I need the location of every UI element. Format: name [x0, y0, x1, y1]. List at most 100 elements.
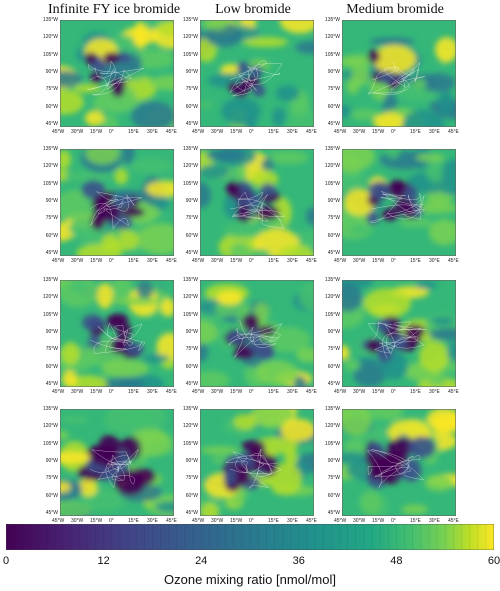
lon-tick-label: 45°E	[166, 258, 177, 264]
lon-tick-label: 30°E	[287, 129, 298, 135]
lat-tick-label: 60°W	[327, 492, 340, 499]
lon-tick-label: 30°E	[429, 389, 440, 395]
lat-tick-label: 105°W	[182, 440, 198, 447]
lon-tick-label: 45°W	[52, 129, 65, 135]
lat-tick-label: 135°W	[42, 146, 58, 152]
lon-tick-label: 0°	[249, 258, 254, 264]
lat-tick-label: 45°W	[45, 510, 58, 516]
lon-tick-label: 15°W	[90, 258, 103, 264]
lon-tick-label: 45°E	[166, 129, 177, 135]
lon-tick-label: 30°E	[147, 518, 158, 524]
lon-tick-label: 15°E	[410, 389, 421, 395]
lat-tick-label: 120°W	[324, 423, 340, 430]
lon-tick-label: 45°E	[448, 258, 459, 264]
column-title-2: Low bromide	[215, 2, 291, 17]
lon-tick-label: 45°E	[306, 129, 317, 135]
lon-tick-label: 15°E	[128, 129, 139, 135]
map-panel	[200, 149, 314, 256]
lat-tick-label: 135°W	[324, 406, 340, 412]
lon-tick-label: 30°W	[211, 129, 224, 135]
lon-tick-label: 30°W	[353, 129, 366, 135]
lat-tick-label: 75°W	[45, 346, 58, 353]
lat-tick-label: 90°W	[185, 329, 198, 335]
lon-tick-label: 15°W	[90, 518, 103, 524]
lon-tick-label: 0°	[391, 258, 396, 264]
column-title-1: Infinite FY ice bromide	[48, 2, 181, 17]
lat-tick-label: 45°W	[327, 381, 340, 387]
lon-tick-label: 15°E	[410, 129, 421, 135]
lon-tick-label: 45°W	[192, 129, 205, 135]
lat-tick-label: 120°W	[182, 163, 198, 170]
lon-tick-label: 45°E	[166, 389, 177, 395]
map-panel	[342, 280, 456, 387]
lon-tick-label: 30°W	[71, 389, 84, 395]
lon-tick-label: 45°W	[192, 389, 205, 395]
colorbar	[6, 524, 494, 550]
lon-tick-label: 0°	[109, 129, 114, 135]
lat-tick-label: 45°W	[45, 121, 58, 127]
lat-tick-label: 120°W	[42, 423, 58, 430]
lat-tick-label: 120°W	[182, 423, 198, 430]
lon-tick-label: 45°W	[334, 389, 347, 395]
lat-tick-label: 135°W	[182, 17, 198, 23]
map-panel	[60, 149, 174, 256]
lon-tick-label: 30°E	[287, 518, 298, 524]
lat-tick-label: 60°W	[185, 232, 198, 239]
lon-tick-label: 0°	[391, 129, 396, 135]
lat-tick-label: 120°W	[324, 34, 340, 41]
colorbar-tick-label: 48	[390, 555, 403, 567]
lat-tick-label: 60°W	[185, 492, 198, 499]
lat-tick-label: 135°W	[182, 146, 198, 152]
lon-tick-label: 15°W	[230, 129, 243, 135]
colorbar-tick-label: 0	[2, 555, 10, 567]
lon-tick-label: 15°W	[90, 389, 103, 395]
lat-tick-label: 75°W	[327, 86, 340, 93]
lat-tick-label: 105°W	[42, 440, 58, 447]
lat-tick-label: 90°W	[185, 198, 198, 204]
lon-tick-label: 45°E	[306, 389, 317, 395]
map-panel	[342, 149, 456, 256]
lat-tick-label: 120°W	[324, 163, 340, 170]
lat-tick-label: 75°W	[185, 215, 198, 222]
lat-tick-label: 75°W	[185, 475, 198, 482]
lon-tick-label: 45°W	[334, 258, 347, 264]
lat-tick-label: 105°W	[42, 311, 58, 318]
map-panel	[342, 409, 456, 516]
map-panel	[60, 409, 174, 516]
lat-tick-label: 75°W	[327, 475, 340, 482]
lon-tick-label: 45°W	[334, 518, 347, 524]
lon-tick-label: 45°W	[52, 258, 65, 264]
lon-tick-label: 45°E	[166, 518, 177, 524]
lon-tick-label: 45°W	[192, 258, 205, 264]
lat-tick-label: 105°W	[182, 311, 198, 318]
lon-tick-label: 15°W	[372, 129, 385, 135]
lon-tick-label: 0°	[249, 389, 254, 395]
lon-tick-label: 15°E	[128, 518, 139, 524]
lat-tick-label: 90°W	[45, 69, 58, 75]
lat-tick-label: 135°W	[324, 277, 340, 283]
lon-tick-label: 45°E	[306, 518, 317, 524]
lon-tick-label: 45°W	[52, 389, 65, 395]
lat-tick-label: 60°W	[45, 492, 58, 499]
lat-tick-label: 45°W	[327, 121, 340, 127]
lon-tick-label: 15°E	[268, 389, 279, 395]
lon-tick-label: 30°W	[211, 518, 224, 524]
lat-tick-label: 75°W	[45, 475, 58, 482]
lat-tick-label: 120°W	[42, 163, 58, 170]
lat-tick-label: 60°W	[327, 363, 340, 370]
lon-tick-label: 45°W	[334, 129, 347, 135]
lon-tick-label: 15°W	[90, 129, 103, 135]
lat-tick-label: 75°W	[185, 86, 198, 93]
lat-tick-label: 105°W	[42, 51, 58, 58]
lon-tick-label: 15°W	[372, 258, 385, 264]
lon-tick-label: 15°W	[230, 518, 243, 524]
lon-tick-label: 30°E	[429, 518, 440, 524]
lon-tick-label: 15°E	[268, 129, 279, 135]
lon-tick-label: 30°W	[353, 389, 366, 395]
lat-tick-label: 90°W	[327, 69, 340, 75]
colorbar-label: Ozone mixing ratio [nmol/mol]	[164, 572, 336, 587]
lat-tick-label: 45°W	[185, 510, 198, 516]
colorbar-tick-label: 24	[195, 555, 208, 567]
map-panel	[342, 20, 456, 127]
lon-tick-label: 45°E	[448, 518, 459, 524]
